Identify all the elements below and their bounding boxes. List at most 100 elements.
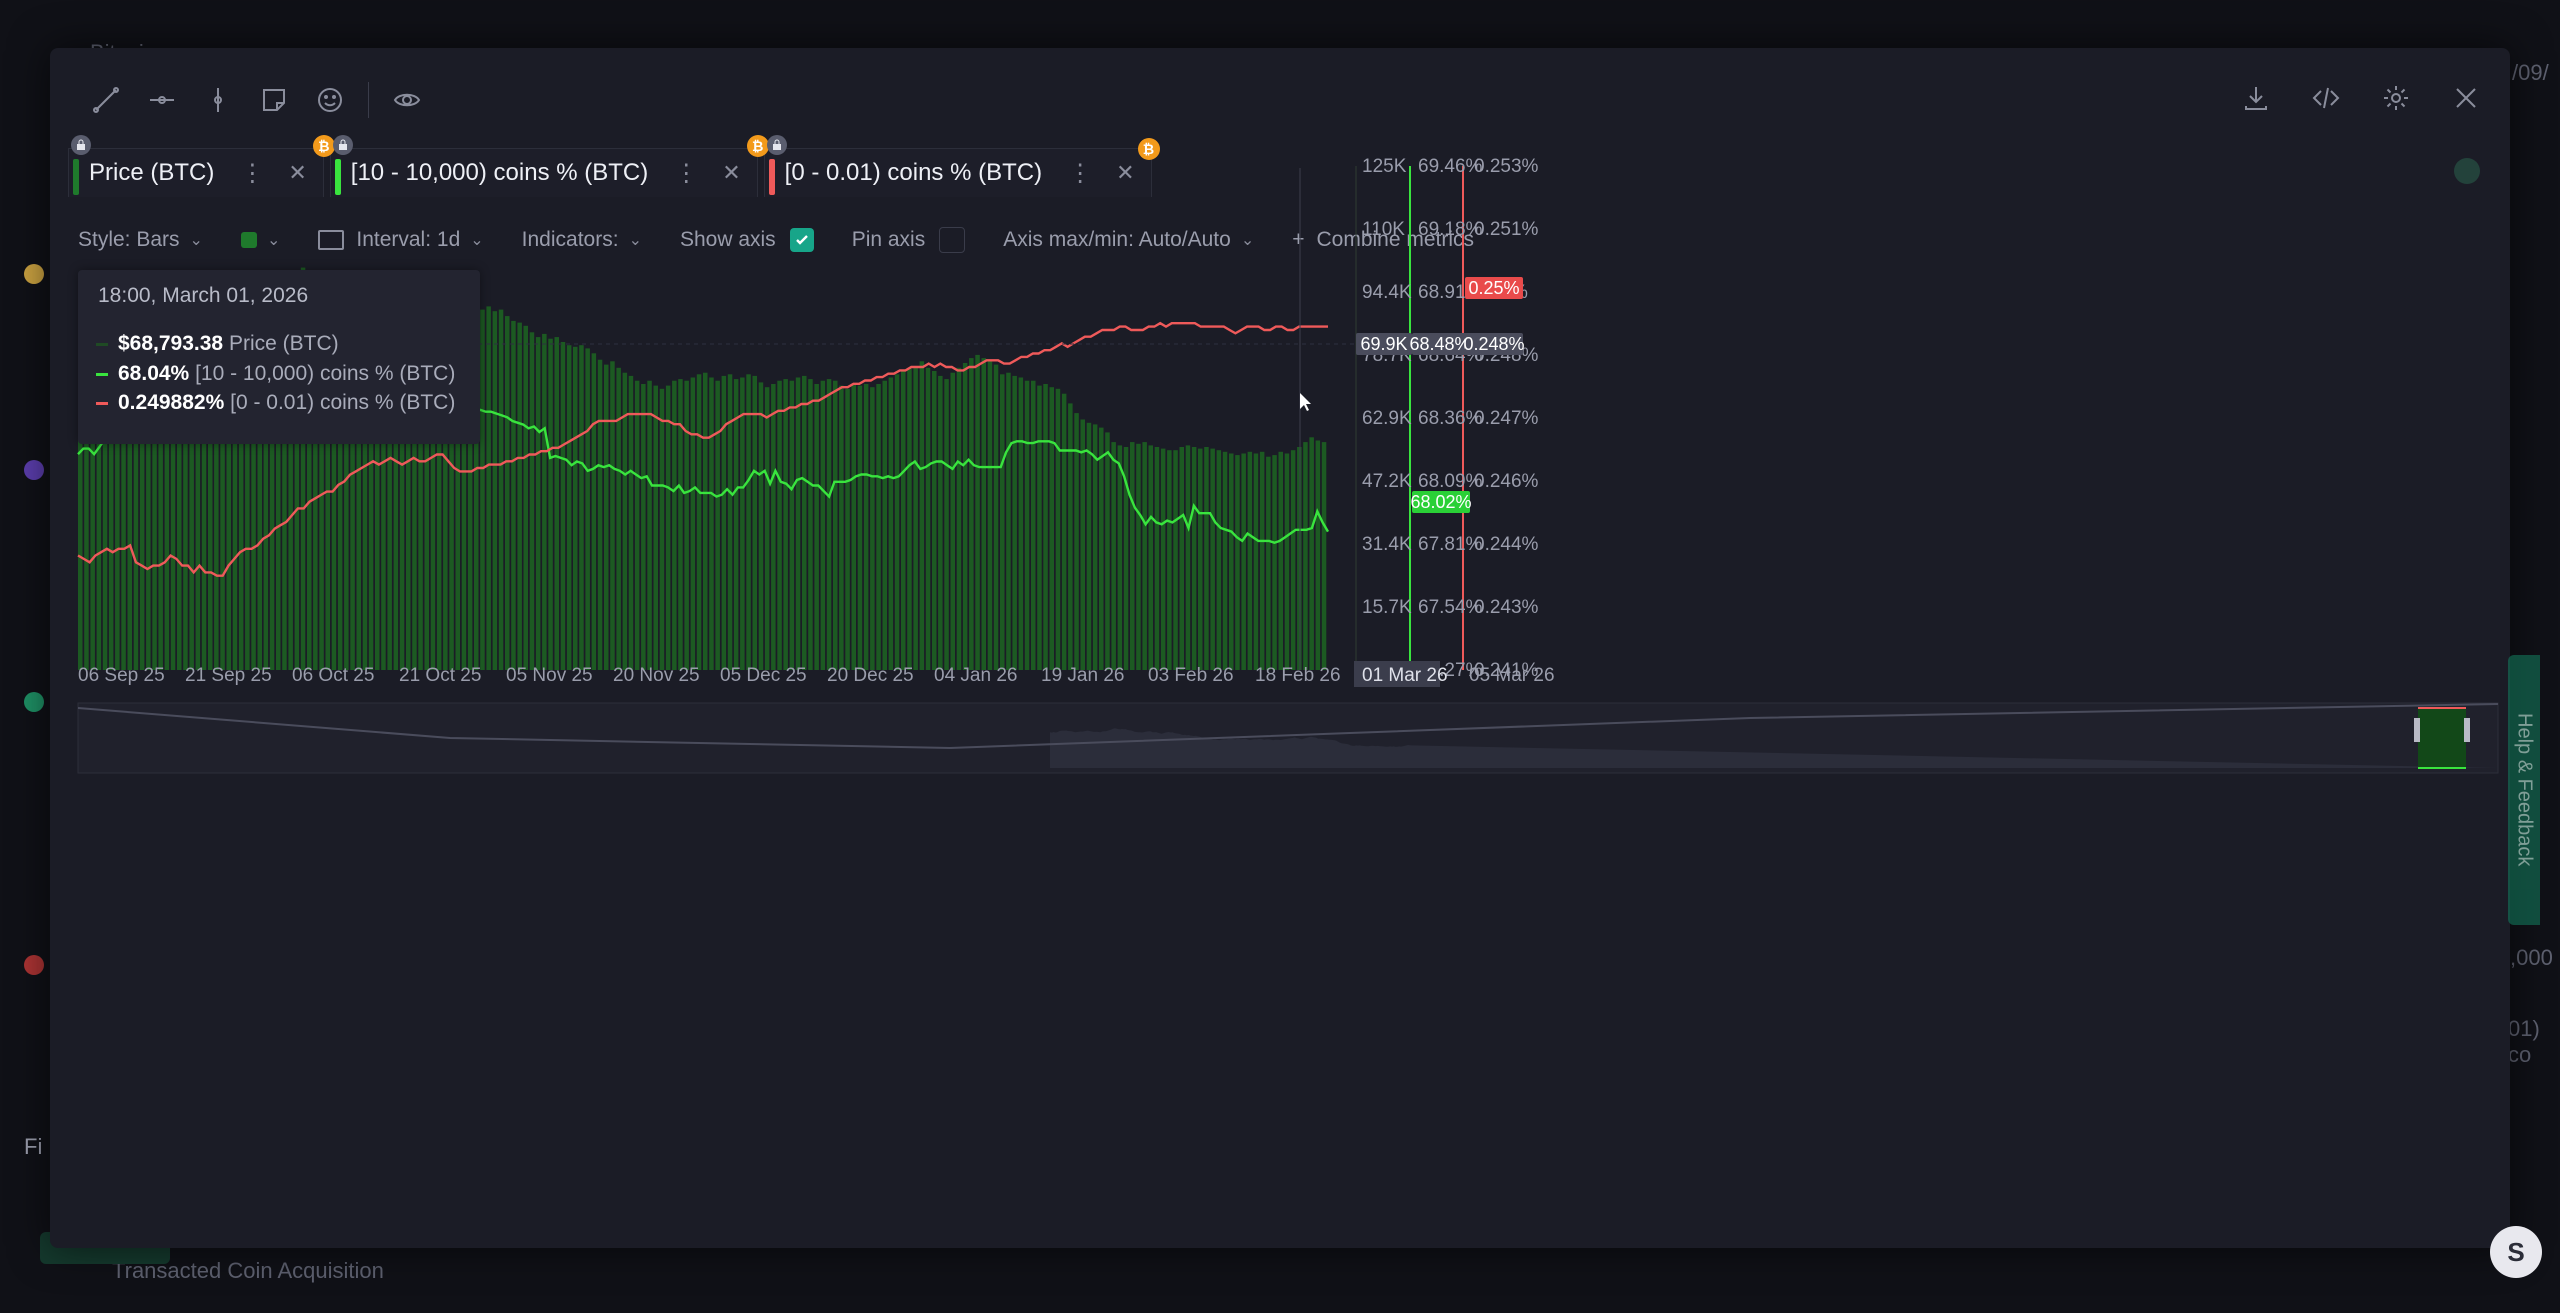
axis-maxmin-select[interactable]: Axis max/min: Auto/Auto ⌄ [1003, 228, 1254, 252]
indicators-select[interactable]: Indicators: ⌄ [522, 228, 642, 252]
tab-close-icon[interactable]: ✕ [288, 160, 307, 185]
x-axis-tick-label: 05 Dec 25 [720, 665, 807, 686]
price-bar [962, 363, 968, 670]
plus-icon: + [1292, 228, 1305, 251]
chat-launcher-button[interactable]: S [2490, 1226, 2542, 1278]
tab-price-btc[interactable]: Price (BTC) ⋮ ✕ [68, 135, 324, 197]
sticky-note-icon[interactable] [256, 82, 292, 118]
price-bar [121, 291, 126, 670]
price-bar [1297, 447, 1302, 670]
bg-nav-dot-icon [24, 460, 44, 480]
pin-axis-toggle[interactable]: Pin axis [852, 227, 966, 253]
price-bar [752, 375, 757, 670]
axis-tick-label: 31.4K [1362, 534, 1412, 555]
price-bar [201, 295, 207, 670]
price-bar [288, 282, 293, 670]
price-bar [888, 377, 894, 670]
tab-color-swatch [334, 159, 341, 195]
price-bar [1247, 451, 1253, 670]
price-bar [771, 384, 776, 670]
status-indicator-icon[interactable] [2454, 158, 2480, 184]
price-bar [820, 380, 826, 670]
x-axis-tick-label: 01 Mar 26 [1362, 665, 1448, 686]
price-bar [1092, 424, 1098, 670]
axis-tick-label: 68.36% [1418, 408, 1483, 429]
gear-icon[interactable] [2378, 80, 2414, 116]
tab-holders-0-001[interactable]: ₿ [0 - 0.01) coins % (BTC) ⋮ ✕ [746, 135, 1152, 197]
style-select[interactable]: Style: Bars ⌄ [78, 228, 203, 252]
price-bar [418, 298, 423, 670]
price-bar [436, 309, 442, 670]
price-bar [1229, 453, 1234, 670]
price-bar [573, 346, 578, 670]
axis-tick-label: 0.244% [1474, 534, 1539, 555]
show-axis-checkbox[interactable] [789, 228, 814, 252]
price-bar [1000, 374, 1005, 670]
axis-tick-label: 0.253% [1474, 156, 1539, 177]
price-bar [381, 309, 386, 670]
download-icon[interactable] [2238, 80, 2274, 116]
eye-icon[interactable] [389, 82, 425, 118]
price-bar [901, 371, 906, 670]
axis-value-badge [1356, 333, 1412, 355]
price-bar [164, 308, 170, 670]
code-embed-icon[interactable] [2308, 80, 2344, 116]
price-bar [1154, 447, 1160, 670]
color-select[interactable]: ⌄ [240, 230, 280, 250]
price-bar [133, 291, 139, 670]
lock-icon [332, 135, 353, 155]
price-bar [170, 306, 176, 670]
price-bar [276, 293, 281, 670]
tooltip-row-price: $68,793.38 Price (BTC) [96, 332, 339, 356]
vertical-line-icon[interactable] [200, 82, 236, 118]
price-bar [542, 333, 547, 670]
tab-menu-icon[interactable]: ⋮ [1068, 159, 1093, 187]
tab-menu-icon[interactable]: ⋮ [240, 159, 265, 187]
tooltip-row-small: 0.249882% [0 - 0.01) coins % (BTC) [96, 391, 455, 415]
close-icon[interactable] [2448, 80, 2484, 116]
price-bar [870, 387, 875, 670]
price-bar [808, 379, 813, 670]
tab-menu-icon[interactable]: ⋮ [674, 159, 699, 187]
price-bar [127, 292, 132, 670]
price-bar [220, 299, 225, 670]
help-feedback-tab[interactable]: Help & Feedback [2508, 655, 2540, 925]
price-bar [715, 380, 720, 670]
mouse-cursor-icon [1300, 393, 1311, 411]
tooltip-series-name: [0 - 0.01) coins % (BTC) [230, 391, 456, 414]
show-axis-toggle[interactable]: Show axis [680, 228, 814, 252]
price-bar [1055, 388, 1061, 670]
axis-tick-label: 62.9K [1362, 408, 1412, 429]
interval-select[interactable]: Interval: 1d ⌄ [318, 228, 484, 252]
price-bar [399, 309, 405, 670]
price-bar [498, 309, 504, 670]
price-bar [1266, 456, 1271, 670]
price-bar [969, 358, 974, 670]
price-bar [1031, 380, 1036, 670]
tab-close-icon[interactable]: ✕ [1116, 160, 1135, 185]
price-bar [269, 299, 275, 670]
axis-value-badge-text: 68.48% [1409, 334, 1470, 354]
navigator-price-area [77, 703, 2499, 768]
price-bar [950, 372, 955, 670]
trend-line-icon[interactable] [88, 82, 124, 118]
axis-value-badge-text: 69.9K [1360, 334, 1407, 354]
price-bar [78, 308, 83, 670]
chart-area[interactable]: 125K110K94.4K78.7K62.9K47.2K31.4K15.7K06… [50, 48, 2510, 1248]
price-bar [1241, 453, 1246, 670]
tooltip-date: 18:00, March 01, 2026 [98, 284, 309, 307]
price-bar [1148, 445, 1153, 670]
price-bar [684, 380, 689, 670]
price-bar [975, 354, 980, 670]
tab-holders-10-10000[interactable]: ₿ [10 - 10,000) coins % (BTC) ⋮ ✕ [312, 135, 758, 197]
horizontal-line-icon[interactable] [144, 82, 180, 118]
pin-axis-checkbox[interactable] [939, 227, 966, 253]
price-bar [214, 296, 219, 670]
tab-close-icon[interactable]: ✕ [722, 160, 741, 185]
emoji-icon[interactable] [312, 82, 348, 118]
price-bar [802, 375, 807, 670]
tab-color-swatch [768, 159, 775, 195]
price-bar [115, 293, 120, 670]
show-axis-label: Show axis [679, 228, 776, 251]
price-bar [443, 307, 448, 670]
